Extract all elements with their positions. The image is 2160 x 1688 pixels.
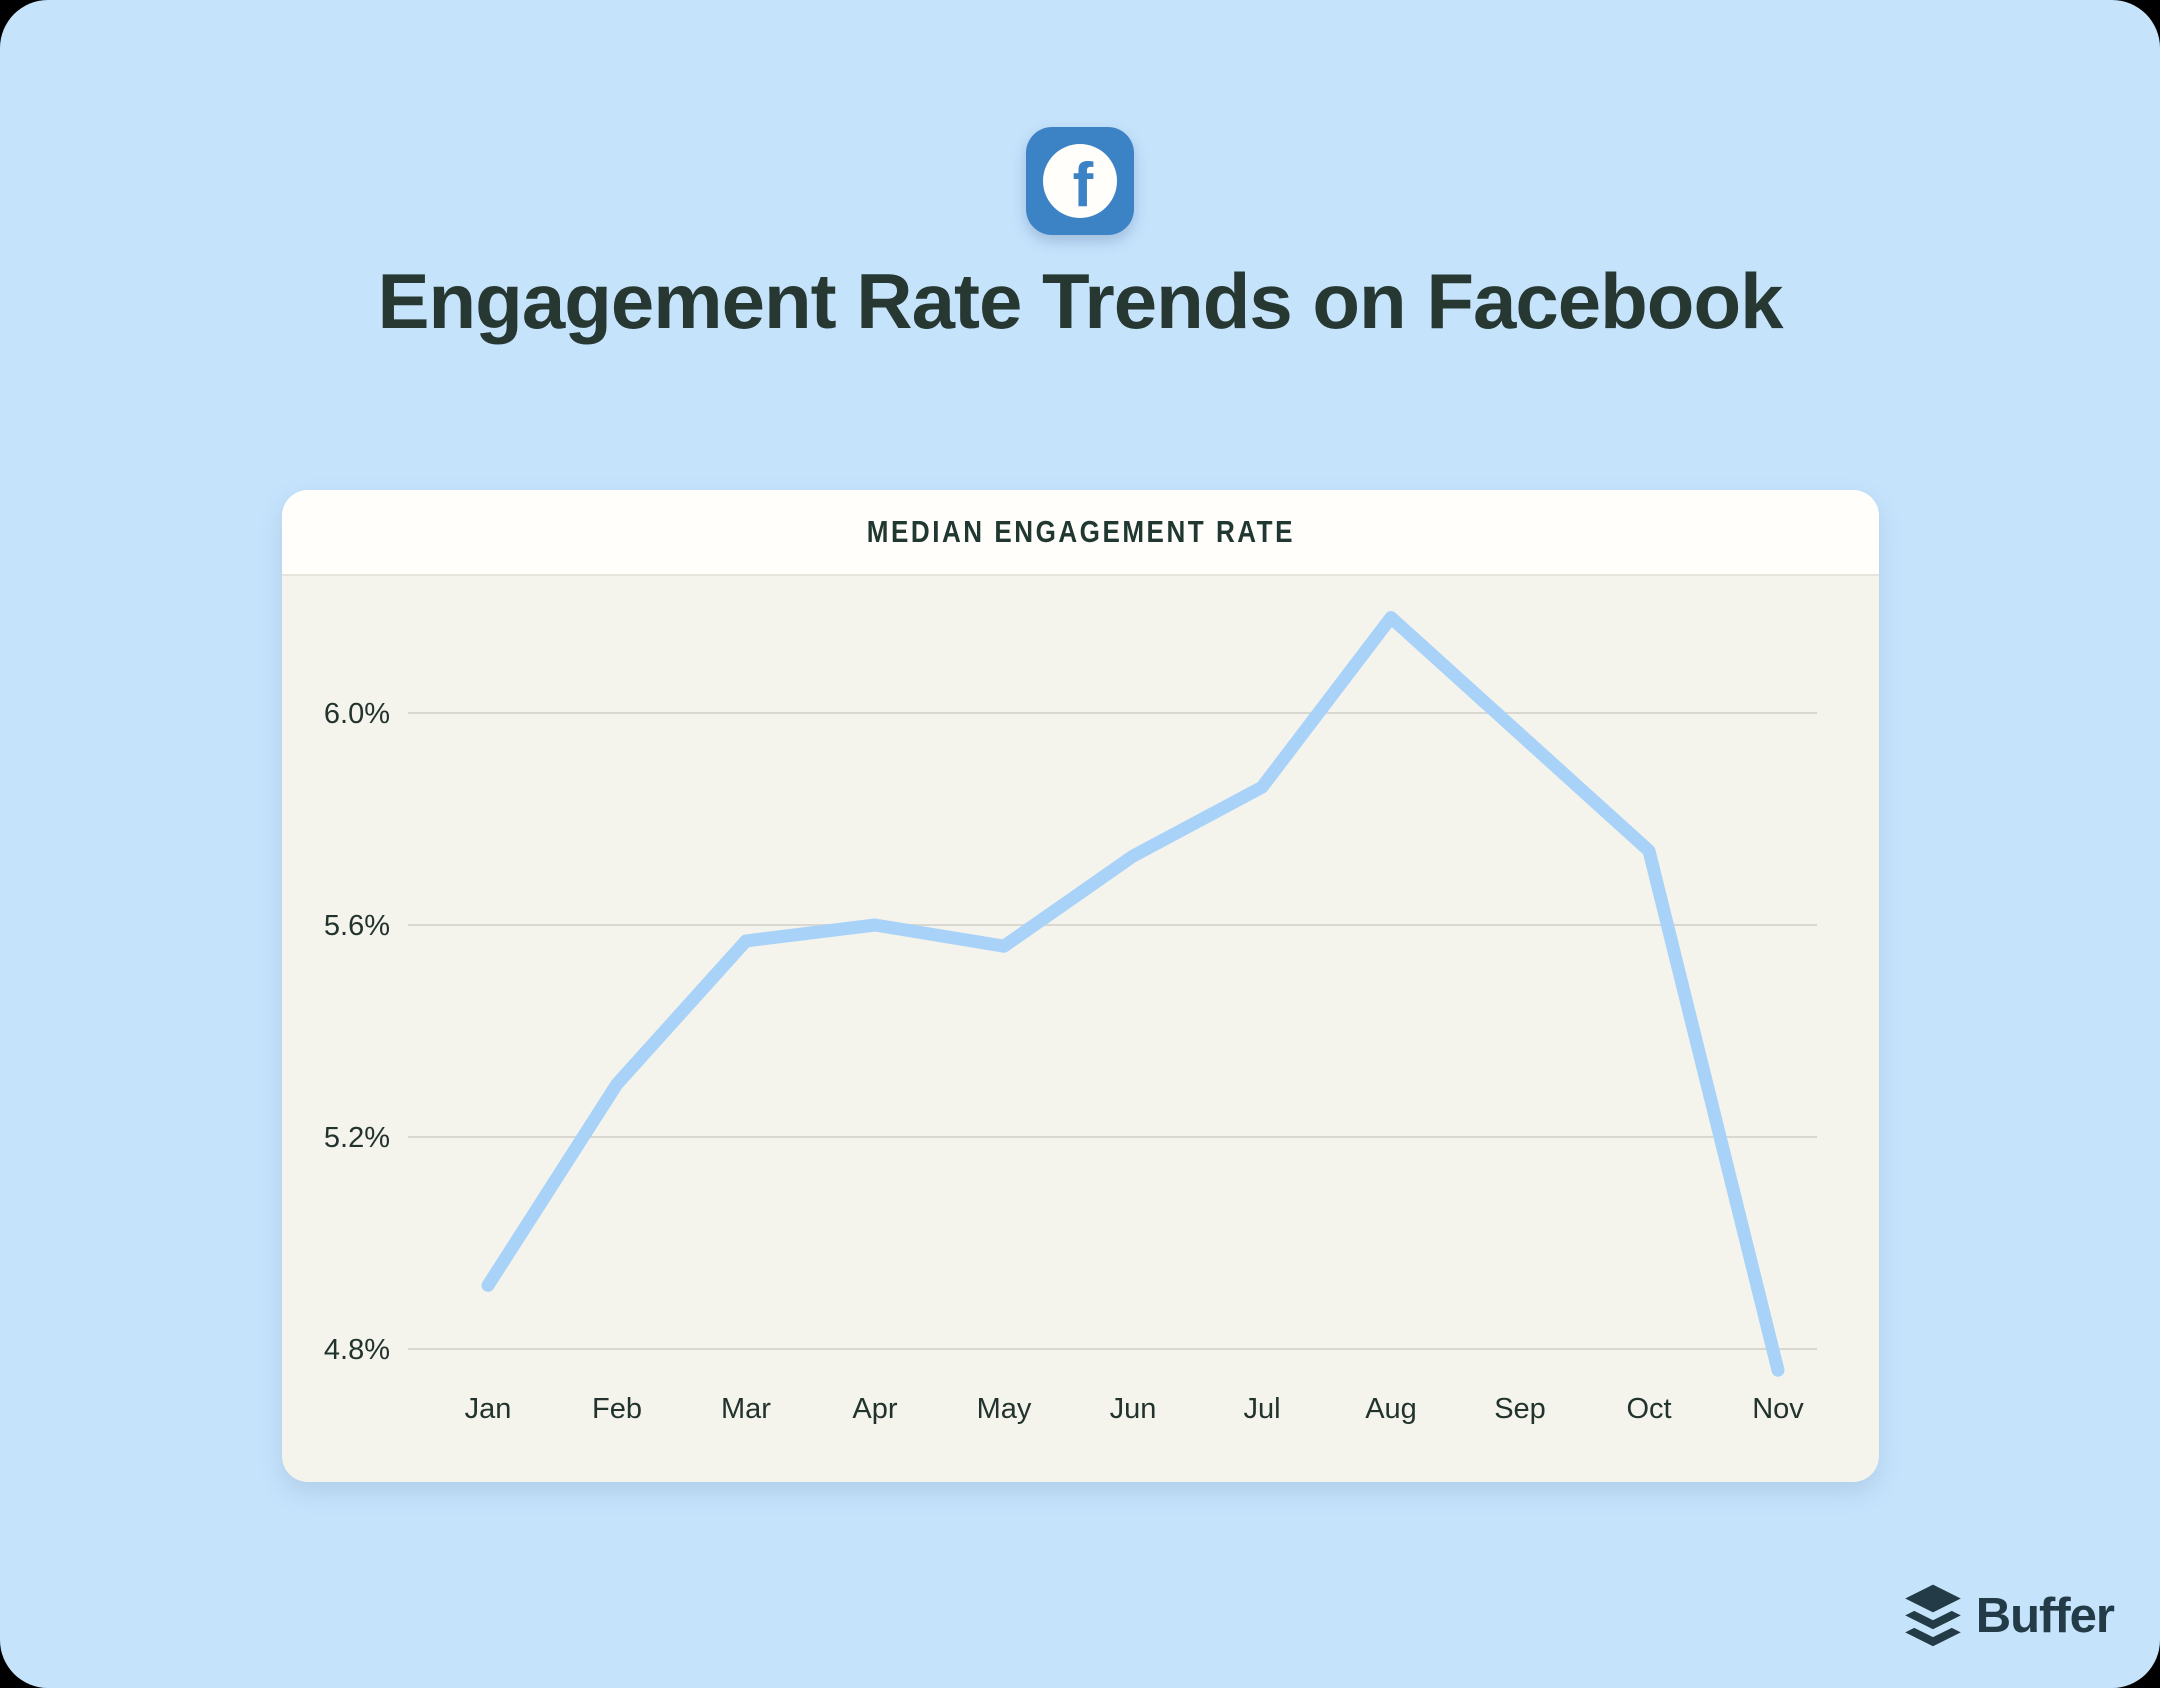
- x-tick-label: Jan: [465, 1393, 512, 1425]
- chart-plot-area: 6.0% 5.6% 5.2% 4.8% Jan Feb Mar Apr May Jun Jul Aug…: [282, 576, 1879, 1482]
- x-tick-label: Mar: [721, 1393, 771, 1425]
- buffer-layers-icon: [1904, 1584, 1961, 1647]
- x-tick-label: Aug: [1365, 1393, 1417, 1425]
- y-tick-label: 6.0%: [324, 698, 390, 730]
- facebook-icon-circle: f: [1043, 144, 1117, 218]
- y-tick-label: 4.8%: [324, 1334, 390, 1366]
- y-tick-label: 5.6%: [324, 910, 390, 942]
- chart-card: MEDIAN ENGAGEMENT RATE 6.0% 5.6% 5.2% 4.8% J…: [282, 490, 1879, 1482]
- x-tick-label: Sep: [1494, 1393, 1546, 1425]
- y-tick-label: 5.2%: [324, 1122, 390, 1154]
- x-tick-label: May: [977, 1393, 1032, 1425]
- x-tick-label: Apr: [852, 1393, 897, 1425]
- chart-card-header: MEDIAN ENGAGEMENT RATE: [282, 490, 1879, 576]
- chart-title: MEDIAN ENGAGEMENT RATE: [866, 514, 1295, 549]
- facebook-f-glyph: f: [1072, 151, 1094, 218]
- x-tick-label: Jul: [1243, 1393, 1280, 1425]
- engagement-rate-line: [481, 611, 1785, 1377]
- chart-svg: 6.0% 5.6% 5.2% 4.8% Jan Feb Mar Apr May Jun Jul Aug…: [324, 611, 1817, 1425]
- buffer-wordmark: Buffer: [1975, 1589, 2115, 1643]
- x-tick-label: Nov: [1752, 1393, 1804, 1425]
- page-title: Engagement Rate Trends on Facebook: [377, 257, 1784, 345]
- buffer-logo: Buffer: [1904, 1584, 2115, 1648]
- facebook-icon: f: [1026, 127, 1134, 235]
- x-tick-label: Feb: [592, 1393, 642, 1425]
- x-tick-label: Jun: [1110, 1393, 1157, 1425]
- x-tick-label: Oct: [1626, 1393, 1671, 1425]
